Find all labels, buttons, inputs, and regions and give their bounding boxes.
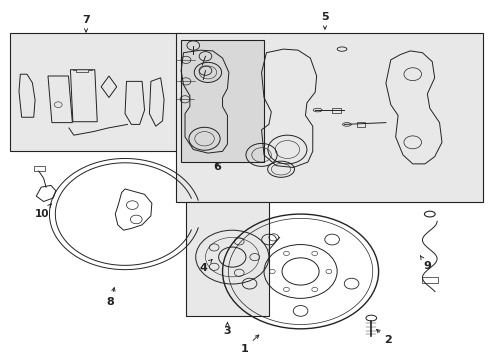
Text: 10: 10 bbox=[35, 204, 51, 219]
Bar bbox=[34, 166, 44, 171]
Text: 2: 2 bbox=[376, 329, 391, 345]
Bar bbox=[185, 202, 268, 316]
Text: 5: 5 bbox=[321, 12, 328, 29]
Bar bbox=[421, 277, 437, 283]
Text: 1: 1 bbox=[240, 335, 258, 354]
Bar bbox=[331, 108, 340, 113]
Text: 8: 8 bbox=[106, 288, 115, 307]
Bar bbox=[10, 33, 181, 151]
Text: 6: 6 bbox=[213, 162, 221, 172]
Bar bbox=[176, 33, 483, 202]
Text: 9: 9 bbox=[420, 256, 430, 271]
Text: 3: 3 bbox=[223, 323, 231, 336]
Text: 4: 4 bbox=[199, 260, 212, 273]
Bar bbox=[181, 40, 264, 162]
Text: 7: 7 bbox=[82, 15, 90, 32]
Bar bbox=[356, 122, 365, 127]
